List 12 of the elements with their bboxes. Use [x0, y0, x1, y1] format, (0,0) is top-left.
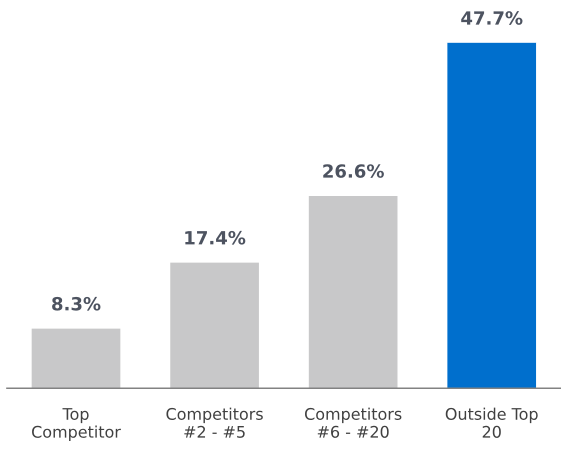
bar	[307, 194, 399, 388]
x-tick-label: Top Competitor	[32, 408, 121, 441]
x-tick-label: Competitors #2 - #5	[166, 408, 263, 438]
x-tick-label: Competitors #6 - #20	[305, 408, 402, 438]
data-label: 17.4%	[185, 230, 246, 245]
bar	[168, 261, 260, 388]
data-label: 8.3%	[52, 296, 100, 311]
bar	[446, 42, 538, 388]
data-label: 26.6%	[323, 164, 384, 178]
data-label: 47.7%	[461, 11, 522, 25]
bar	[30, 327, 122, 388]
x-tick-label: Outside Top 20	[446, 408, 538, 438]
